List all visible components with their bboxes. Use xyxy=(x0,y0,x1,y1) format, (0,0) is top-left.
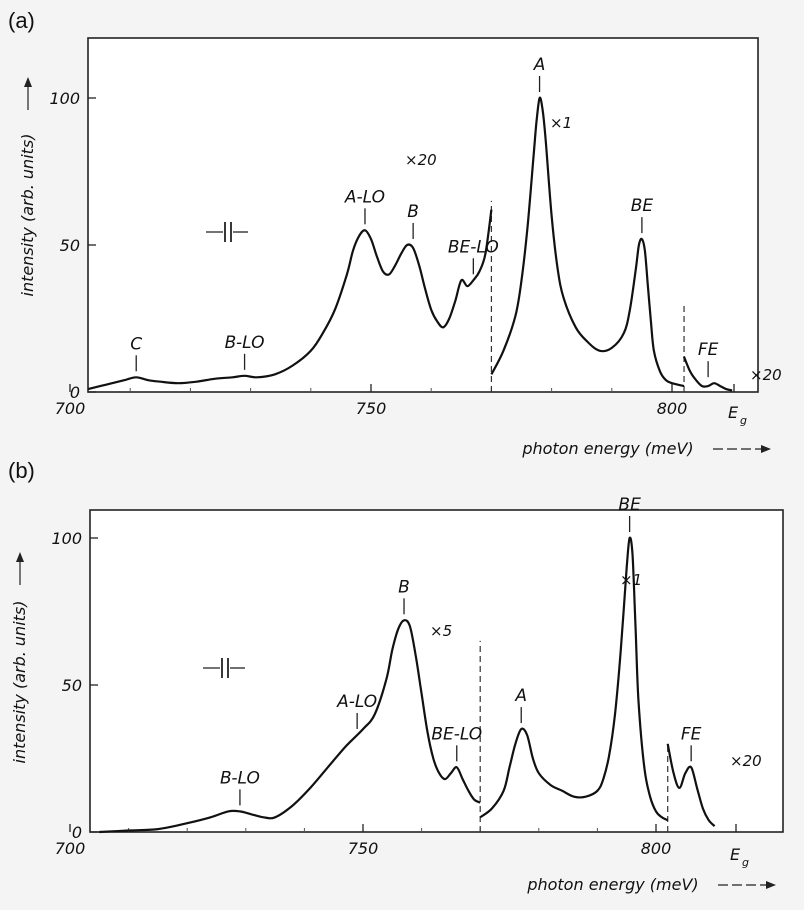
annotation-label: BE xyxy=(618,495,641,515)
y-tick-label: 100 xyxy=(51,529,82,548)
y-axis-title: intensity (arb. units) xyxy=(10,601,29,764)
eg-subscript: g xyxy=(742,856,749,869)
x-tick-label: 750 xyxy=(356,399,387,418)
multiplier-label: ×20 xyxy=(750,366,782,384)
panel-label: (a) xyxy=(8,8,35,33)
x-tick-label: 700 xyxy=(55,839,86,858)
x-axis-title: photon energy (meV) xyxy=(521,439,693,458)
multiplier-label: ×20 xyxy=(730,752,762,770)
annotation-label: FE xyxy=(698,340,719,360)
multiplier-label: ×1 xyxy=(550,114,572,132)
annotation-label: B xyxy=(398,577,410,597)
plot-frame xyxy=(87,37,759,393)
eg-label: E xyxy=(728,403,739,422)
annotation-label: BE-LO xyxy=(431,724,482,744)
annotation-label: A xyxy=(514,686,527,706)
annotation-label: C xyxy=(130,334,142,354)
annotation-label: BE-LO xyxy=(448,237,499,257)
annotation-label: A-LO xyxy=(344,187,385,207)
y-tick-label: 50 xyxy=(62,676,82,695)
series-line-segment-3 xyxy=(666,743,716,827)
x-tick-label: 800 xyxy=(641,839,672,858)
series-line-segment-1 xyxy=(99,619,481,834)
eg-label: E xyxy=(730,845,741,864)
series-line-segment-3 xyxy=(682,356,733,392)
x-tick-label: 700 xyxy=(55,399,86,418)
series-line-segment-1 xyxy=(87,209,493,391)
y-tick-label: 0 xyxy=(70,383,80,402)
x-arrow-head xyxy=(761,445,771,453)
plot-frame xyxy=(89,509,784,833)
x-tick-label: 800 xyxy=(657,399,688,418)
multiplier-label: ×1 xyxy=(620,571,642,589)
annotation-label: FE xyxy=(681,724,702,744)
y-arrow-head xyxy=(24,77,32,87)
annotation-label: A xyxy=(533,55,546,75)
annotation-label: A-LO xyxy=(336,692,377,712)
series-line-segment-2 xyxy=(490,96,685,388)
annotation-label: B xyxy=(407,202,419,222)
y-tick-label: 0 xyxy=(72,823,82,842)
eg-subscript: g xyxy=(740,414,747,427)
y-axis-title: intensity (arb. units) xyxy=(18,134,37,297)
panel-label: (b) xyxy=(8,458,35,483)
x-axis-title: photon energy (meV) xyxy=(526,875,698,894)
annotation-label: B-LO xyxy=(220,768,260,788)
annotation-label: B-LO xyxy=(225,333,265,353)
series-line-segment-2 xyxy=(479,536,669,822)
y-tick-label: 50 xyxy=(60,236,80,255)
y-arrow-head xyxy=(16,552,24,562)
annotation-label: BE xyxy=(631,196,654,216)
multiplier-label: ×20 xyxy=(405,151,437,169)
x-arrow-head xyxy=(766,881,776,889)
x-tick-label: 750 xyxy=(348,839,379,858)
multiplier-label: ×5 xyxy=(430,622,452,640)
y-tick-label: 100 xyxy=(49,89,80,108)
